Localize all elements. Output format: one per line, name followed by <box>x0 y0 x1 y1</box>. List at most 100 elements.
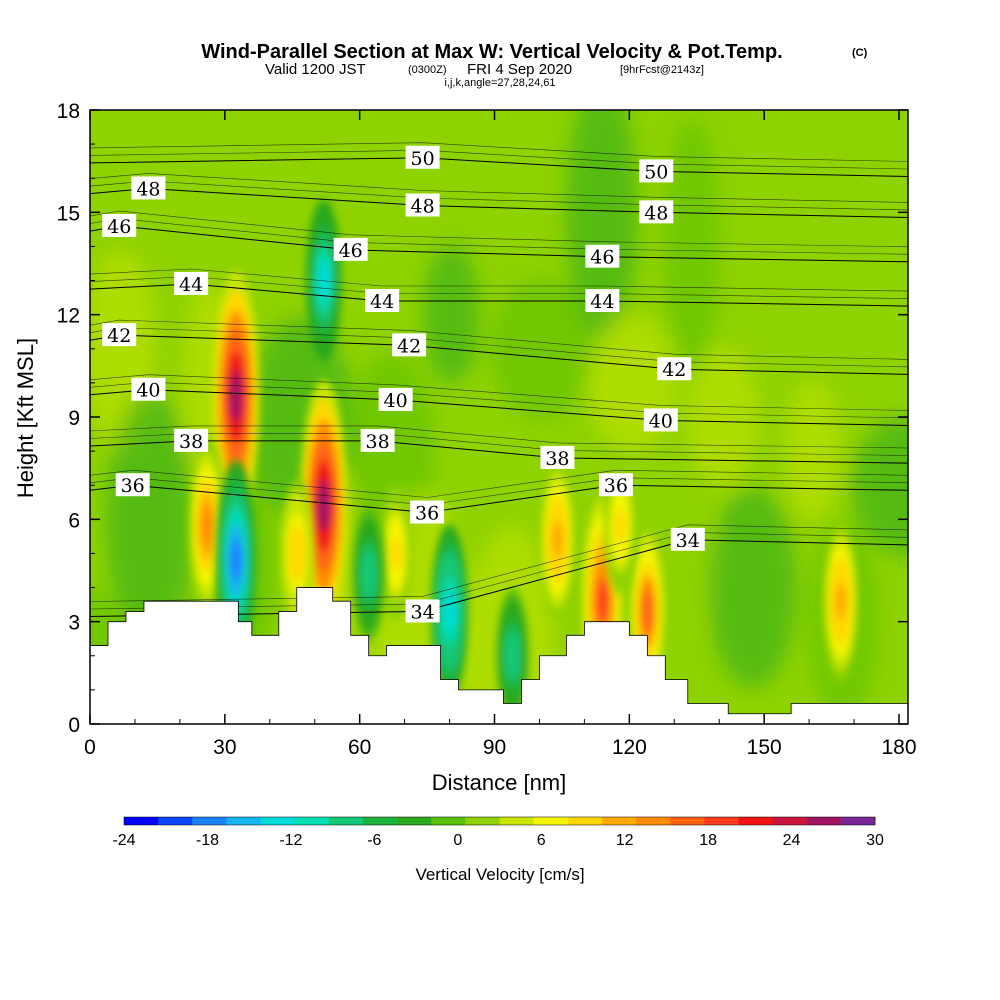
contour-label-box <box>585 289 620 313</box>
background-band <box>489 278 594 419</box>
y-tick-label: 15 <box>57 202 80 225</box>
velocity-level <box>835 582 847 620</box>
theta-contour-line <box>90 268 908 292</box>
colorbar-tick-label: -12 <box>279 832 302 849</box>
contour-label-box <box>360 428 395 452</box>
contour-label: 48 <box>639 200 674 224</box>
x-tick-label: 120 <box>612 736 647 759</box>
contour-label: 34 <box>405 599 440 623</box>
contour-label-box <box>131 377 166 401</box>
x-tick-label: 150 <box>747 736 782 759</box>
contour-label-text: 48 <box>136 178 160 200</box>
colorbar-swatch <box>328 817 364 825</box>
contour-label: 38 <box>174 428 209 453</box>
colorbar-swatch <box>294 817 330 825</box>
background-band <box>106 389 195 650</box>
colorbar-tick-label: 18 <box>699 832 717 849</box>
colorbar-swatch <box>636 817 671 825</box>
contour-label: 40 <box>131 377 166 402</box>
velocity-level <box>201 506 213 546</box>
colorbar-swatch <box>772 817 808 825</box>
y-tick-label: 18 <box>57 100 80 123</box>
background-band <box>423 244 480 385</box>
colorbar-tick-label: -24 <box>112 832 135 849</box>
colorbar-swatch <box>192 817 227 825</box>
contour-label-text: 48 <box>410 196 434 218</box>
x-tick-label: 90 <box>483 736 506 759</box>
velocity-level <box>363 557 374 591</box>
theta-contour-line <box>90 319 908 360</box>
colorbar-tick-label: 24 <box>783 832 801 849</box>
contour-label: 48 <box>131 176 166 200</box>
background-band <box>784 381 841 522</box>
contour-label-box <box>405 193 440 217</box>
contour-label-text: 48 <box>644 202 668 224</box>
colorbar-frame <box>123 816 876 826</box>
contour-label-text: 38 <box>179 431 203 453</box>
colorbar-tick-label: 6 <box>537 832 546 849</box>
theta-contour-line <box>90 173 908 203</box>
contour-label-box <box>115 473 150 497</box>
contour-label: 44 <box>585 289 620 313</box>
subtitle-forecast: [9hrFcst@2143z] <box>620 64 704 76</box>
contour-label-text: 40 <box>136 380 160 402</box>
contour-label-box <box>131 176 166 200</box>
x-tick-label: 60 <box>348 736 371 759</box>
colorbar-swatch <box>362 817 398 825</box>
colorbar-swatch <box>260 817 296 825</box>
contour-label: 42 <box>657 357 692 381</box>
updraft-cell <box>822 520 859 682</box>
colorbar-swatch <box>226 817 262 825</box>
colorbar-tick-label: 12 <box>616 832 634 849</box>
contour-label-box <box>598 473 633 497</box>
updraft-cell <box>379 485 413 622</box>
velocity-level <box>230 538 242 582</box>
contour-label: 42 <box>392 333 427 357</box>
contour-label-box <box>102 213 137 237</box>
contour-label-text: 36 <box>604 475 628 497</box>
contour-label: 46 <box>102 213 137 238</box>
contour-label-text: 50 <box>410 148 434 170</box>
colorbar-swatch <box>806 817 842 825</box>
contour-label: 46 <box>585 244 620 269</box>
colorbar-swatch <box>601 817 637 825</box>
y-tick-label: 9 <box>68 407 80 430</box>
contour-label-text: 44 <box>179 274 203 296</box>
velocity-level <box>596 579 609 624</box>
colorbar-tick-label: -18 <box>196 832 219 849</box>
colorbar-swatch <box>567 817 603 825</box>
theta-contour-line <box>90 142 908 162</box>
theta-contour-line <box>90 531 908 610</box>
theta-contour-line <box>90 524 908 602</box>
colorbar-swatch <box>124 817 159 825</box>
contour-label-box <box>392 333 427 357</box>
colorbar-swatch <box>738 817 774 825</box>
contour-label-box <box>102 323 137 347</box>
colorbar-swatch <box>840 817 876 825</box>
chart-copyright: (C) <box>852 47 868 59</box>
terrain-mask <box>90 587 908 724</box>
contour-label-text: 40 <box>649 410 673 432</box>
velocity-level <box>291 536 303 571</box>
updraft-cell <box>188 438 226 614</box>
contour-label-box <box>639 200 674 224</box>
contour-label: 48 <box>405 193 440 218</box>
contour-label-text: 50 <box>644 161 668 183</box>
velocity-level <box>443 591 456 631</box>
downdraft-cell <box>352 505 386 642</box>
velocity-level <box>317 479 331 532</box>
contour-label: 40 <box>378 387 413 412</box>
y-tick-label: 0 <box>68 714 80 737</box>
theta-contour-line <box>90 210 908 248</box>
updraft-cell <box>539 459 576 621</box>
contour-label: 36 <box>410 500 445 525</box>
velocity-level <box>507 639 518 673</box>
updraft-cell <box>279 479 314 628</box>
colorbar-swatch <box>158 817 193 825</box>
contour-label-text: 46 <box>339 240 363 262</box>
contour-label-text: 40 <box>384 390 408 412</box>
contour-label-box <box>174 271 209 295</box>
contour-label-box <box>365 289 400 313</box>
